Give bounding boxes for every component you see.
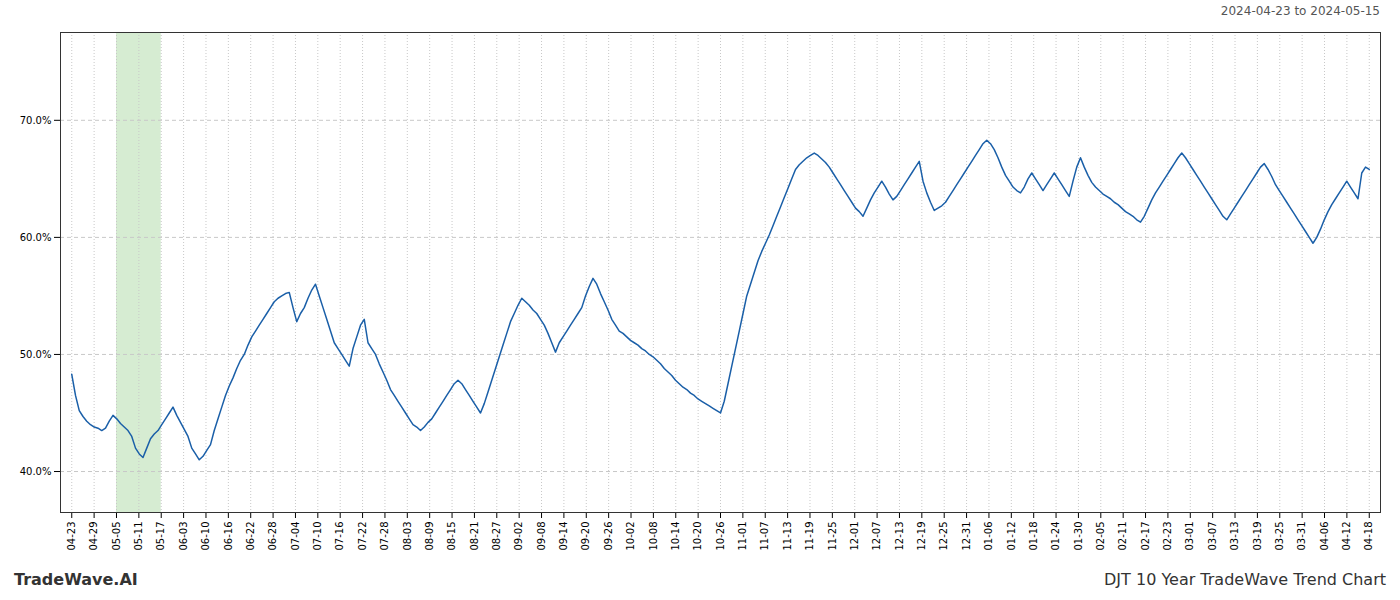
- svg-text:03-01: 03-01: [1184, 522, 1195, 551]
- svg-text:07-22: 07-22: [357, 522, 368, 551]
- svg-text:07-04: 07-04: [290, 522, 301, 551]
- svg-text:11-07: 11-07: [759, 522, 770, 551]
- svg-text:04-12: 04-12: [1341, 522, 1352, 551]
- svg-text:50.0%: 50.0%: [20, 349, 52, 360]
- svg-text:11-13: 11-13: [782, 522, 793, 551]
- svg-text:11-19: 11-19: [804, 522, 815, 551]
- svg-text:06-10: 06-10: [200, 522, 211, 551]
- svg-text:06-28: 06-28: [267, 522, 278, 551]
- svg-text:01-18: 01-18: [1028, 522, 1039, 551]
- svg-text:09-20: 09-20: [580, 522, 591, 551]
- svg-text:03-13: 03-13: [1229, 522, 1240, 551]
- svg-text:01-06: 01-06: [983, 522, 994, 551]
- svg-text:07-10: 07-10: [312, 522, 323, 551]
- html-text:2024-04-23 to 2024-05-15: 2024-04-23 to 2024-05-15: [1220, 4, 1380, 18]
- svg-text:01-12: 01-12: [1006, 522, 1017, 551]
- svg-text:04-18: 04-18: [1363, 522, 1374, 551]
- svg-text:08-03: 08-03: [402, 522, 413, 551]
- svg-text:12-01: 12-01: [849, 522, 860, 551]
- svg-text:12-19: 12-19: [916, 522, 927, 551]
- svg-text:05-17: 05-17: [155, 522, 166, 551]
- svg-text:07-16: 07-16: [334, 522, 345, 551]
- svg-text:02-11: 02-11: [1117, 522, 1128, 551]
- svg-text:70.0%: 70.0%: [20, 115, 52, 126]
- svg-text:03-07: 03-07: [1207, 522, 1218, 551]
- svg-text:04-29: 04-29: [88, 522, 99, 551]
- svg-text:60.0%: 60.0%: [20, 232, 52, 243]
- svg-text:09-02: 09-02: [513, 522, 524, 551]
- html-text:DJT 10 Year TradeWave Trend Ch: DJT 10 Year TradeWave Trend Chart: [1104, 569, 1386, 589]
- svg-text:01-30: 01-30: [1073, 522, 1084, 551]
- html-text:TradeWave.AI: TradeWave.AI: [14, 569, 138, 589]
- svg-text:03-31: 03-31: [1296, 522, 1307, 551]
- svg-text:06-22: 06-22: [245, 522, 256, 551]
- svg-text:08-15: 08-15: [446, 522, 457, 551]
- svg-text:05-11: 05-11: [133, 522, 144, 551]
- svg-text:09-08: 09-08: [536, 522, 547, 551]
- svg-text:11-25: 11-25: [827, 522, 838, 551]
- svg-text:08-21: 08-21: [469, 522, 480, 551]
- svg-text:08-27: 08-27: [491, 522, 502, 551]
- svg-text:03-25: 03-25: [1274, 522, 1285, 551]
- svg-text:04-06: 04-06: [1319, 522, 1330, 551]
- svg-text:03-19: 03-19: [1252, 522, 1263, 551]
- svg-text:12-13: 12-13: [894, 522, 905, 551]
- svg-text:12-31: 12-31: [961, 522, 972, 551]
- svg-text:10-14: 10-14: [670, 522, 681, 551]
- svg-text:01-24: 01-24: [1050, 522, 1061, 551]
- svg-text:12-07: 12-07: [871, 522, 882, 551]
- svg-text:02-05: 02-05: [1095, 522, 1106, 551]
- svg-text:10-08: 10-08: [648, 522, 659, 551]
- svg-text:09-14: 09-14: [558, 522, 569, 551]
- svg-text:11-01: 11-01: [737, 522, 748, 551]
- svg-text:02-23: 02-23: [1162, 522, 1173, 551]
- svg-text:06-16: 06-16: [223, 522, 234, 551]
- svg-text:08-09: 08-09: [424, 522, 435, 551]
- svg-text:02-17: 02-17: [1140, 522, 1151, 551]
- svg-text:04-23: 04-23: [66, 522, 77, 551]
- svg-text:10-26: 10-26: [715, 522, 726, 551]
- svg-text:06-03: 06-03: [178, 522, 189, 551]
- svg-text:12-25: 12-25: [938, 522, 949, 551]
- svg-text:09-26: 09-26: [603, 522, 614, 551]
- svg-text:10-20: 10-20: [692, 522, 703, 551]
- svg-text:05-05: 05-05: [111, 522, 122, 551]
- svg-text:07-28: 07-28: [379, 522, 390, 551]
- svg-text:40.0%: 40.0%: [20, 466, 52, 477]
- svg-text:10-02: 10-02: [625, 522, 636, 551]
